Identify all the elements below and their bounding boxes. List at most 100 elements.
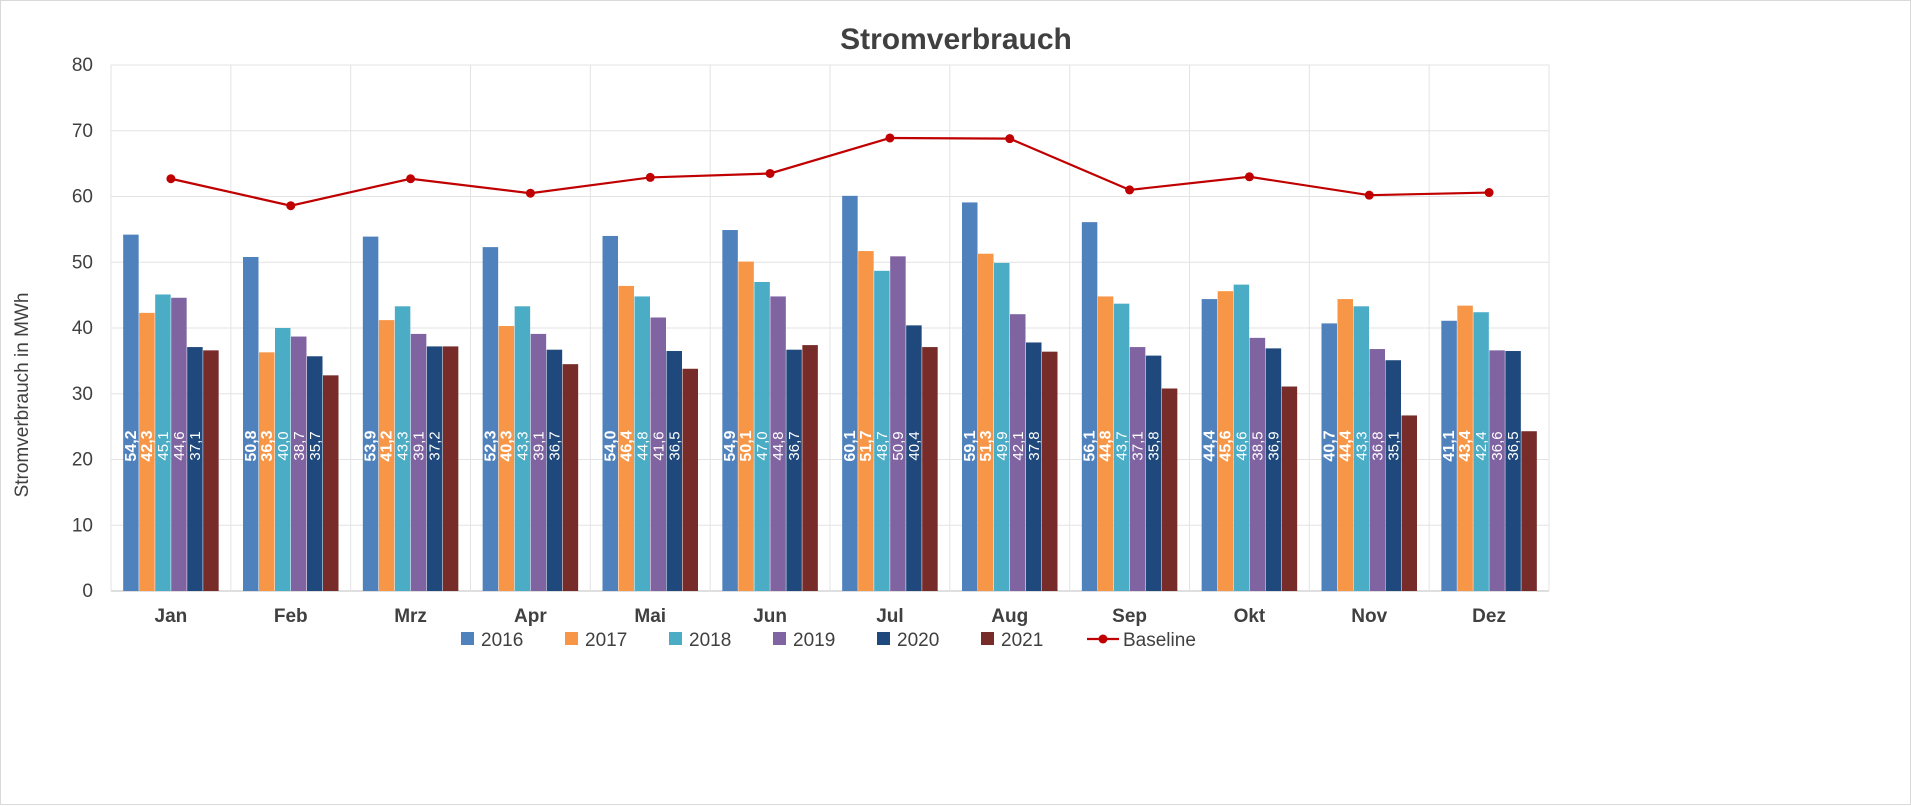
- bar-2019-Jan: [171, 297, 187, 591]
- x-tick-label: Apr: [514, 606, 547, 627]
- data-label: 36,9: [1265, 431, 1282, 460]
- data-label: 51,7: [858, 430, 875, 461]
- bar-2016-Mrz: [362, 236, 379, 592]
- bar-2021-Mrz: [442, 346, 459, 591]
- data-label: 56,1: [1082, 430, 1099, 461]
- legend-swatch: [981, 632, 994, 645]
- bar-2020-Mrz: [426, 346, 443, 591]
- data-label: 54,0: [602, 430, 619, 461]
- x-tick-label: Jul: [876, 606, 903, 627]
- data-label: 37,8: [1026, 431, 1043, 460]
- legend-swatch: [877, 632, 890, 645]
- data-label: 36,8: [1369, 431, 1386, 460]
- bar-2017-Apr: [498, 326, 515, 591]
- legend-swatch: [565, 632, 578, 645]
- data-labels: 54,2 42,3 45,1 44,6 37,1 50,8 36,3 40,0 38,7 35,7…: [123, 430, 1522, 461]
- baseline-marker: [1484, 188, 1494, 198]
- data-label: 40,0: [275, 431, 292, 460]
- baseline-marker: [166, 174, 176, 184]
- bar-2020-Jul: [906, 325, 922, 591]
- data-label: 50,9: [890, 431, 907, 460]
- data-label: 41,2: [379, 430, 396, 461]
- data-label: 50,8: [243, 430, 260, 461]
- data-label: 54,9: [722, 430, 739, 461]
- y-tick-label: 70: [72, 121, 93, 142]
- data-label: 47,0: [754, 431, 771, 460]
- data-label: 37,1: [187, 431, 204, 460]
- bar-2017-Mai: [618, 285, 634, 591]
- bar-2019-Apr: [530, 333, 547, 591]
- data-label: 36,6: [1489, 431, 1506, 460]
- baseline-marker: [1244, 172, 1254, 182]
- data-label: 59,1: [962, 430, 979, 461]
- data-label: 42,1: [1010, 431, 1027, 460]
- data-label: 44,4: [1337, 430, 1354, 461]
- x-tick-label: Aug: [991, 606, 1028, 627]
- bar-2021-Dez: [1521, 431, 1537, 591]
- bar-2017-Jan: [139, 312, 155, 591]
- bar-2019-Okt: [1249, 337, 1266, 591]
- baseline-marker: [1005, 134, 1015, 144]
- y-tick-label: 0: [82, 581, 93, 602]
- data-label: 44,8: [770, 431, 787, 460]
- x-tick-label: Mrz: [394, 606, 427, 627]
- bar-2021-Aug: [1042, 351, 1058, 591]
- bar-2016-Okt: [1201, 299, 1218, 591]
- bar-2020-Jun: [786, 349, 802, 591]
- gridlines: [110, 64, 1550, 592]
- data-label: 41,6: [650, 431, 667, 460]
- data-label: 42,4: [1473, 431, 1490, 460]
- legend-swatch: [669, 632, 682, 645]
- bar-2017-Jul: [858, 251, 874, 591]
- y-axis-ticks: 0 10 20 30 40 50 60 70 80: [72, 55, 93, 602]
- x-tick-label: Sep: [1112, 606, 1147, 627]
- bar-2017-Feb: [259, 352, 275, 591]
- bar-2021-Apr: [562, 364, 579, 591]
- bar-2016-Jun: [722, 230, 738, 591]
- bar-2021-Jan: [203, 350, 219, 591]
- x-axis-categories: Jan Feb Mrz Apr Mai Jun Jul Aug Sep Okt Nov Dez: [155, 606, 1506, 627]
- legend-swatch: [773, 632, 786, 645]
- baseline-marker: [406, 174, 416, 184]
- bar-2018-Dez: [1473, 312, 1489, 591]
- data-label: 60,1: [842, 430, 859, 461]
- bar-2017-Sep: [1097, 296, 1114, 591]
- data-label: 42,3: [139, 430, 156, 461]
- bar-2019-Nov: [1369, 349, 1385, 591]
- baseline-series: [166, 133, 1494, 211]
- bar-2019-Jun: [770, 296, 786, 591]
- data-label: 51,3: [978, 430, 995, 461]
- bar-2021-Feb: [323, 375, 339, 591]
- bar-2021-Nov: [1401, 415, 1417, 591]
- x-tick-label: Feb: [274, 606, 308, 627]
- bar-2021-Sep: [1161, 388, 1178, 591]
- legend[interactable]: 2016 2017 2018 2019 2020 2021 Baseline: [461, 630, 1196, 651]
- chart-title: Stromverbrauch: [840, 23, 1072, 56]
- data-label: 48,7: [874, 431, 891, 460]
- data-label: 40,4: [906, 431, 923, 460]
- data-label: 53,9: [363, 430, 380, 461]
- bar-2021-Jul: [922, 347, 938, 591]
- data-label: 46,6: [1233, 431, 1250, 460]
- y-tick-label: 40: [72, 318, 93, 339]
- bar-2020-Mai: [666, 351, 682, 591]
- bar-2020-Nov: [1385, 360, 1401, 591]
- data-label: 37,2: [427, 431, 444, 460]
- x-tick-label: Jun: [753, 606, 787, 627]
- bar-2017-Jun: [738, 261, 754, 591]
- bar-2018-Jun: [754, 281, 770, 591]
- x-tick-label: Nov: [1351, 606, 1387, 627]
- bar-2016-Jan: [123, 234, 139, 591]
- y-tick-label: 50: [72, 252, 93, 273]
- data-label: 44,8: [634, 431, 651, 460]
- data-label: 35,7: [307, 431, 324, 460]
- bar-2019-Mai: [650, 317, 666, 591]
- bar-2017-Okt: [1217, 291, 1234, 591]
- x-tick-label: Mai: [634, 606, 666, 627]
- data-label: 43,3: [395, 431, 412, 460]
- data-label: 36,5: [666, 431, 683, 460]
- data-label: 36,7: [546, 431, 563, 460]
- legend-marker: [1098, 634, 1108, 644]
- bar-2019-Jul: [890, 256, 906, 591]
- bar-2020-Sep: [1145, 355, 1162, 591]
